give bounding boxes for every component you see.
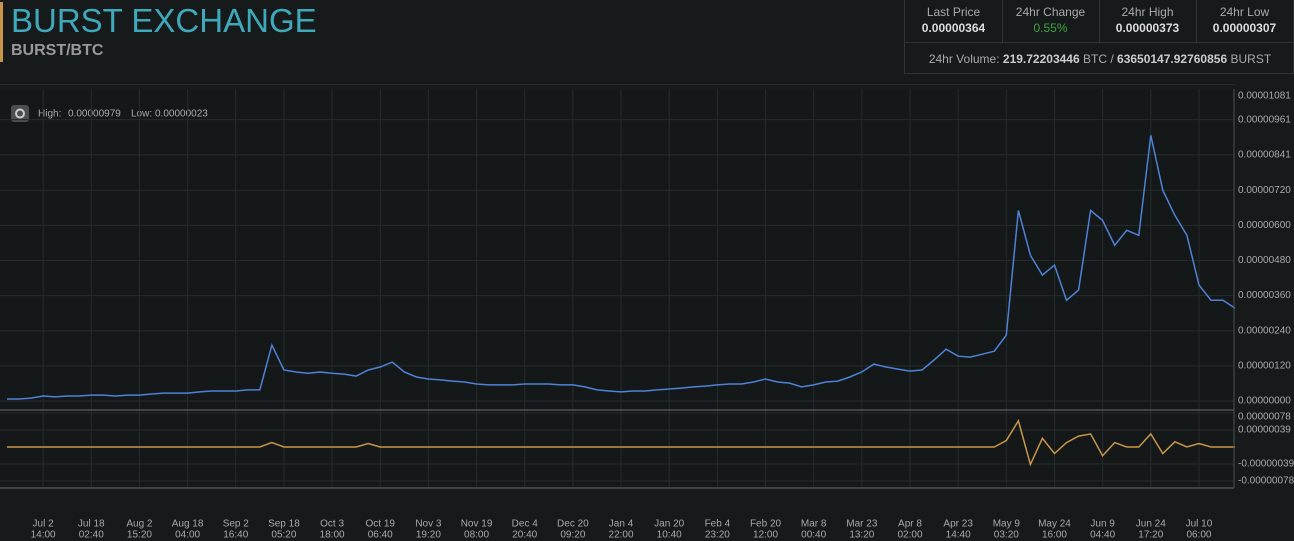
price-line xyxy=(7,135,1236,400)
stat-label: 24hr Change xyxy=(1015,5,1086,19)
exchange-title: BURST EXCHANGE xyxy=(11,2,317,39)
y-tick-label: 0.00000600 xyxy=(1238,220,1291,231)
x-tick-time: 20:40 xyxy=(512,530,537,541)
stat: Last Price 0.00000364 xyxy=(905,0,1003,42)
x-tick-time: 19:20 xyxy=(416,530,441,541)
x-tick-time: 17:20 xyxy=(1138,530,1163,541)
x-tick-time: 23:20 xyxy=(705,530,730,541)
stat: 24hr High 0.00000373 xyxy=(1099,0,1197,42)
volume-burst: 63650147.92760856 xyxy=(1117,52,1228,66)
x-tick-time: 02:00 xyxy=(897,530,922,541)
x-tick-time: 04:00 xyxy=(175,530,200,541)
y-tick-label: 0.00000000 xyxy=(1238,396,1291,407)
x-tick-time: 15:20 xyxy=(127,530,152,541)
unit: BURST xyxy=(1230,52,1272,66)
y-tick-label: 0.00000039 xyxy=(1238,425,1291,436)
volume-btc: 219.72203446 xyxy=(1002,52,1080,66)
x-tick-time: 22:00 xyxy=(609,530,634,541)
y-tick-label: -0.00000039 xyxy=(1238,459,1294,470)
x-tick-time: 10:40 xyxy=(657,530,682,541)
stat-label: 24hr High xyxy=(1121,5,1174,19)
x-tick-label: Mar 23 xyxy=(846,519,878,530)
y-tick-label: 0.00000841 xyxy=(1238,149,1291,160)
x-tick-label: Aug 18 xyxy=(172,519,204,530)
y-tick-label: 0.00000078 xyxy=(1238,412,1291,423)
x-tick-label: Dec 4 xyxy=(512,519,539,530)
x-tick-label: Mar 8 xyxy=(801,519,827,530)
x-tick-label: Jul 18 xyxy=(78,519,105,530)
x-tick-label: Sep 18 xyxy=(268,519,300,530)
x-tick-label: Nov 3 xyxy=(415,519,442,530)
x-tick-label: Dec 20 xyxy=(557,519,589,530)
high-label: High: xyxy=(38,109,61,120)
x-tick-label: Nov 19 xyxy=(461,519,493,530)
high-value: 0.00000979 xyxy=(68,109,121,120)
separator: / xyxy=(1110,52,1114,66)
x-tick-time: 09:20 xyxy=(560,530,585,541)
stat-label: Last Price xyxy=(926,5,981,19)
x-tick-time: 14:40 xyxy=(946,530,971,541)
volume: 24hr Volume: 219.72203446 BTC / 63650147… xyxy=(905,42,1294,75)
stat: 24hr Change 0.55% xyxy=(1002,0,1100,42)
x-tick-time: 16:00 xyxy=(1042,530,1067,541)
x-tick-label: Oct 19 xyxy=(366,519,396,530)
stat-value: 0.55% xyxy=(1033,21,1068,35)
stat-label: 24hr Low xyxy=(1219,5,1270,19)
x-tick-label: Apr 23 xyxy=(943,519,973,530)
y-tick-label: 0.00000720 xyxy=(1238,185,1291,196)
x-tick-label: Jan 4 xyxy=(609,519,634,530)
x-tick-label: Apr 8 xyxy=(898,519,922,530)
x-tick-label: Jun 9 xyxy=(1090,519,1115,530)
x-tick-label: Feb 4 xyxy=(705,519,731,530)
chart-bg xyxy=(0,89,1234,489)
x-tick-time: 18:00 xyxy=(320,530,345,541)
stat: 24hr Low 0.00000307 xyxy=(1196,0,1293,42)
x-tick-time: 16:40 xyxy=(223,530,248,541)
x-tick-time: 00:40 xyxy=(801,530,826,541)
x-tick-time: 12:00 xyxy=(753,530,778,541)
x-tick-time: 04:40 xyxy=(1090,530,1115,541)
x-tick-label: May 24 xyxy=(1038,519,1071,530)
x-tick-time: 02:40 xyxy=(79,530,104,541)
y-tick-label: 0.00000360 xyxy=(1238,290,1291,301)
x-tick-label: Jan 20 xyxy=(654,519,684,530)
stat-value: 0.00000364 xyxy=(921,21,986,35)
y-tick-label: 0.00000240 xyxy=(1238,325,1291,336)
x-tick-time: 03:20 xyxy=(994,530,1019,541)
volume-label: 24hr Volume: xyxy=(928,52,1000,66)
y-tick-label: 0.00000120 xyxy=(1238,361,1291,372)
y-tick-label: 0.00000480 xyxy=(1238,255,1291,266)
stat-value: 0.00000373 xyxy=(1115,21,1180,35)
low-value: 0.00000023 xyxy=(155,109,208,120)
x-tick-label: Feb 20 xyxy=(750,519,782,530)
x-tick-label: Jul 10 xyxy=(1186,519,1213,530)
x-tick-time: 06:00 xyxy=(1186,530,1211,541)
x-tick-time: 08:00 xyxy=(464,530,489,541)
x-tick-time: 13:20 xyxy=(849,530,874,541)
x-tick-label: May 9 xyxy=(993,519,1021,530)
x-tick-label: Oct 3 xyxy=(320,519,344,530)
x-tick-time: 06:40 xyxy=(368,530,393,541)
low-label: Low: xyxy=(131,109,152,120)
settings-button[interactable] xyxy=(11,105,29,122)
x-tick-time: 05:20 xyxy=(271,530,296,541)
header: BURST EXCHANGE BURST/BTC xyxy=(0,2,317,62)
price-line xyxy=(7,418,1236,467)
x-tick-label: Aug 2 xyxy=(126,519,153,530)
pair: BURST/BTC xyxy=(11,42,104,59)
stat-value: 0.00000307 xyxy=(1212,21,1277,35)
x-tick-label: Jun 24 xyxy=(1136,519,1166,530)
gear-icon xyxy=(15,108,25,119)
y-tick-label: 0.00000961 xyxy=(1238,114,1291,125)
y-tick-label: 0.00001081 xyxy=(1238,91,1291,102)
unit: BTC xyxy=(1082,52,1107,66)
x-tick-label: Jul 2 xyxy=(33,519,55,530)
y-tick-label: -0.00000078 xyxy=(1238,476,1294,487)
x-tick-label: Sep 2 xyxy=(223,519,250,530)
x-tick-time: 14:00 xyxy=(31,530,56,541)
